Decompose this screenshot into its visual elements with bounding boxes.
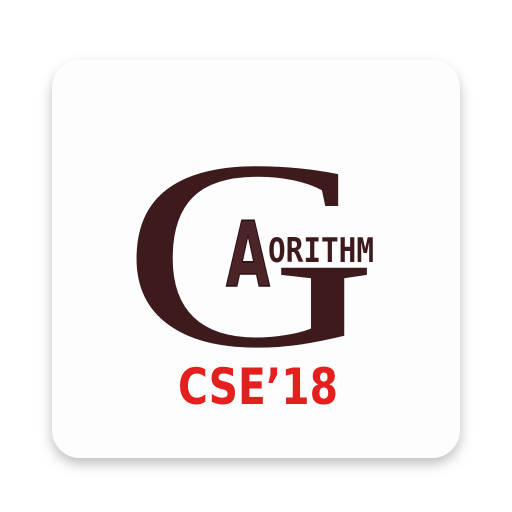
- logo-gap: [222, 206, 378, 266]
- word-rest: ORITHM: [268, 231, 374, 271]
- subtitle: CSE’18: [178, 358, 338, 416]
- small-letter: A: [226, 203, 270, 308]
